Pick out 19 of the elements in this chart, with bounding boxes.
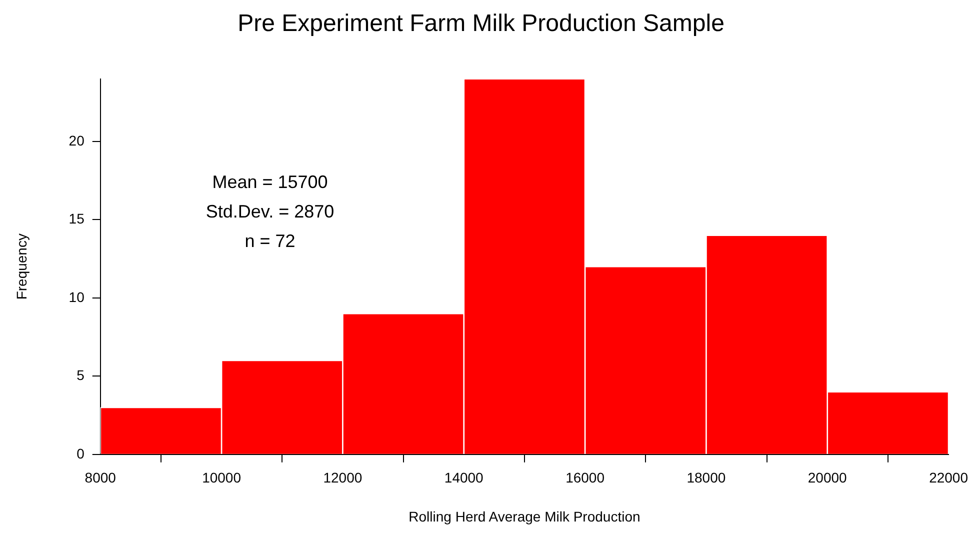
x-tick-label: 18000 bbox=[686, 470, 726, 486]
y-tick-label: 0 bbox=[76, 445, 85, 462]
x-tick-label: 8000 bbox=[84, 470, 116, 486]
x-tick-label: 20000 bbox=[808, 470, 848, 486]
y-tick-label: 5 bbox=[76, 367, 85, 384]
x-tick-label: 10000 bbox=[202, 470, 242, 486]
x-axis-title: Rolling Herd Average Milk Production bbox=[408, 508, 640, 524]
chart-title: Pre Experiment Farm Milk Production Sample bbox=[238, 10, 724, 38]
y-tick-label: 15 bbox=[68, 210, 85, 227]
annotation: Std.Dev. = 2870 bbox=[206, 201, 334, 222]
x-tick-label: 12000 bbox=[323, 470, 362, 486]
y-axis-title: Frequency bbox=[13, 234, 30, 300]
annotation: Mean = 15700 bbox=[212, 172, 328, 192]
y-tick-label: 20 bbox=[68, 132, 85, 148]
annotation: n = 72 bbox=[244, 230, 296, 251]
x-tick-label: 16000 bbox=[566, 470, 605, 486]
x-tick-label: 22000 bbox=[929, 470, 968, 486]
y-tick-label: 10 bbox=[68, 288, 85, 305]
x-tick-label: 14000 bbox=[444, 470, 484, 486]
